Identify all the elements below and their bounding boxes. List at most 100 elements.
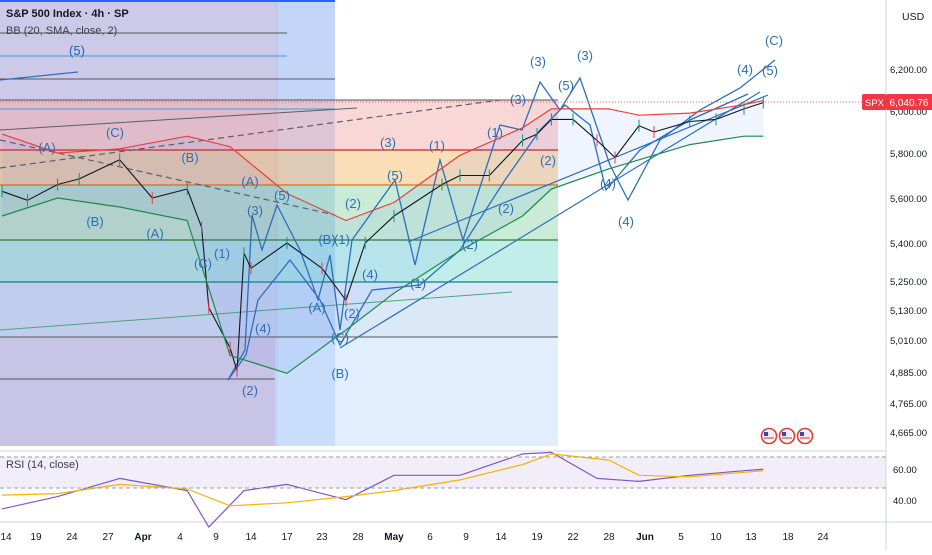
wave-label: (A) — [308, 300, 325, 315]
wave-label: (4) — [255, 321, 271, 336]
rsi-indicator-label[interactable]: RSI (14, close) — [6, 459, 79, 471]
price-candles — [1, 96, 764, 377]
bb-indicator-label[interactable]: BB (20, SMA, close, 2) — [6, 25, 118, 37]
time-tick-label: 18 — [782, 532, 794, 543]
wave-label: (2) — [498, 201, 514, 216]
time-tick-label: 23 — [316, 532, 328, 543]
trendline — [339, 91, 761, 349]
rsi-tick-label: 40.00 — [893, 496, 917, 507]
wave-label: (1) — [410, 276, 426, 291]
time-tick-label: 14 — [495, 532, 507, 543]
fib-zone-upper-white — [0, 0, 278, 100]
wave-labels: (5)(A)(C)(B)(A)(B)(A)(C)(1)(3)(5)(2)(4)(… — [38, 33, 783, 398]
rsi-band — [0, 457, 886, 488]
fib-zone-red — [0, 100, 558, 150]
wave-label: (C) — [331, 330, 349, 345]
wave-label: (4) — [600, 176, 616, 191]
time-tick-label: 22 — [567, 532, 579, 543]
time-tick-label: 17 — [281, 532, 293, 543]
wave-label: (C) — [106, 125, 124, 140]
time-tick-label: 5 — [678, 532, 684, 543]
series-line-rsi — [1, 451, 764, 528]
wave-label: (5) — [69, 43, 85, 58]
price-tag: SPX 6,040.76 — [862, 94, 932, 110]
fib-zone-teal — [0, 240, 558, 282]
wave-label: (3) — [510, 92, 526, 107]
event-icons[interactable] — [760, 427, 814, 445]
time-tick-label: May — [384, 532, 404, 543]
time-axis: 14 19 24 27 Apr 4 9 14 17 23 28 May 6 9 14 19 22 28 Jun 5 10… — [0, 532, 829, 543]
time-tick-label: 27 — [102, 532, 114, 543]
time-tick-label: 24 — [66, 532, 78, 543]
price-tick-label: 5,600.00 — [890, 194, 927, 205]
price-tick-label: 4,885.00 — [890, 368, 927, 379]
wave-label: (4) — [618, 214, 634, 229]
price-tick-label: 5,800.00 — [890, 149, 927, 160]
wave-label: (4) — [737, 62, 753, 77]
trendline — [0, 71, 79, 81]
wave-label: (3) — [380, 135, 396, 150]
wave-label: (5) — [762, 63, 778, 78]
wave-label: (1) — [487, 125, 503, 140]
chart-title[interactable]: S&P 500 Index · 4h · SP — [6, 8, 129, 20]
time-tick-label: Jun — [636, 532, 654, 543]
us-flag-event-icon[interactable] — [778, 427, 796, 445]
series-lines — [1, 99, 764, 528]
wave-label: (C) — [765, 33, 783, 48]
wave-label: (2) — [540, 153, 556, 168]
time-tick-label: 9 — [213, 532, 219, 543]
wave-label: (1) — [334, 232, 350, 247]
wave-label: (5) — [387, 168, 403, 183]
wave-label: (B) — [86, 214, 103, 229]
trendline — [0, 139, 336, 216]
us-flag-event-icon[interactable] — [760, 427, 778, 445]
wave-label: (A) — [38, 140, 55, 155]
price-tick-label: 6,200.00 — [890, 65, 927, 76]
price-tag-symbol-bg — [862, 94, 887, 110]
time-tick-label: 13 — [745, 532, 757, 543]
time-tick-label: 9 — [463, 532, 469, 543]
wave-label: (2) — [345, 196, 361, 211]
wave-label: (4) — [362, 267, 378, 282]
price-tick-label: 5,130.00 — [890, 306, 927, 317]
wave-label: (B) — [181, 150, 198, 165]
rsi-axis: 60.00 40.00 — [893, 465, 917, 507]
price-tick-label: 5,400.00 — [890, 239, 927, 250]
wave-label: (3) — [577, 48, 593, 63]
wave-label: (C) — [194, 256, 212, 271]
price-tag-value: 6,040.76 — [890, 98, 929, 109]
us-flag-event-icon[interactable] — [796, 427, 814, 445]
wave-label: (A) — [241, 174, 258, 189]
time-tick-label: 19 — [531, 532, 543, 543]
series-line-rsi-ma — [1, 453, 764, 507]
series-line-bb-lower — [1, 135, 764, 374]
wave-label: (5) — [558, 78, 574, 93]
wave-label: (2) — [344, 306, 360, 321]
trendline — [0, 107, 358, 131]
time-tick-label: 14 — [0, 532, 12, 543]
time-tick-label: 24 — [817, 532, 829, 543]
time-tick-label: 10 — [710, 532, 722, 543]
wave-label: (1) — [214, 246, 230, 261]
time-tick-label: 4 — [177, 532, 183, 543]
price-tick-label: 5,010.00 — [890, 336, 927, 347]
currency-label: USD — [902, 11, 925, 23]
time-tick-label: 28 — [352, 532, 364, 543]
wave-label: (B) — [331, 366, 348, 381]
wave-label: (2) — [462, 237, 478, 252]
wave-label: (B) — [318, 232, 335, 247]
wave-label: (5) — [69, 43, 85, 58]
wave-label: (3) — [530, 54, 546, 69]
wave-path — [227, 59, 776, 381]
bb-fill — [2, 100, 764, 374]
price-tag-value-bg — [887, 94, 932, 110]
price-tick-label: 5,250.00 — [890, 277, 927, 288]
wave-label: (3) — [247, 203, 263, 218]
series-line-bb-upper — [1, 99, 764, 222]
price-tick-label: 4,765.00 — [890, 399, 927, 410]
bb-band-fill — [2, 100, 764, 374]
time-tick-label: Apr — [134, 532, 151, 543]
